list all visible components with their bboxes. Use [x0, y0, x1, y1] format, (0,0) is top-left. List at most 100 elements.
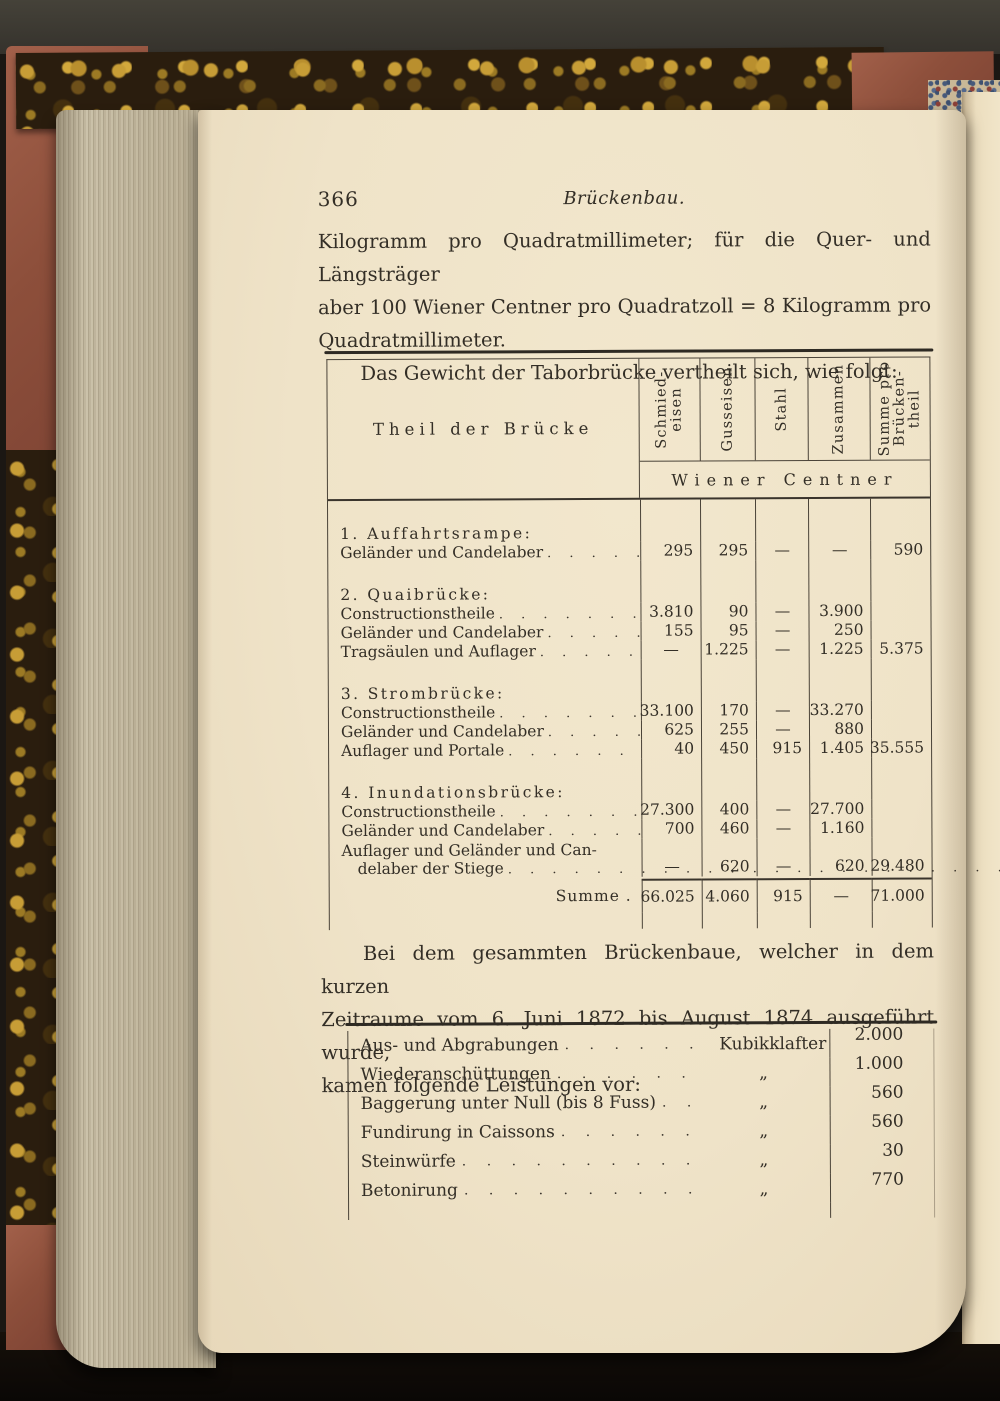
paragraph-line: Kilogramm pro Quadratmillimeter; für die… [317, 227, 931, 287]
dot-leader: . . . . . . . . . . . . . . . . . . . . … [508, 743, 641, 760]
row-label: Tragsäulen und Auflager [340, 642, 536, 662]
value-cell [755, 659, 809, 702]
works-value: 560 [871, 1082, 904, 1103]
value-cell: 250 [808, 620, 871, 641]
group-title: 4. Inundationsbrücke: [341, 783, 565, 803]
dot-leader: . . . . . . . . . . . . . . . . . . . . … [498, 606, 641, 623]
table-row: Auflager und Geländer und Can-delaber de… [329, 837, 1000, 878]
dot-leader: . . . . . . . . . . . . . . . . . . . . … [661, 1093, 698, 1111]
value-cell: 1.225 [808, 639, 871, 660]
table-row: Geländer und Candelaber. . . . . . . . .… [329, 620, 931, 642]
value-cell [639, 499, 701, 542]
rotated-label-line: Brücken- [891, 370, 908, 447]
value-cell: — [756, 838, 810, 877]
value-cell: 295 [700, 541, 756, 561]
works-label: Fundirung in Caissons [360, 1121, 555, 1143]
dot-leader: . . . . . . . . . . . . . . . . . . . . … [539, 644, 641, 661]
works-left: Wiederanschüttungen . . . . . . . . . . .… [348, 1058, 829, 1089]
group-title-cell: 4. Inundationsbrücke: [329, 759, 641, 802]
value-cell: 170 [700, 701, 756, 721]
value-cell: 295 [640, 541, 701, 561]
value-cell: 450 [701, 739, 757, 759]
label-wrap: Geländer und Candelaber. . . . . . . . .… [341, 821, 641, 840]
row-label: Geländer und Candelaber [340, 722, 544, 742]
row-label-cell: Constructionstheile. . . . . . . . . . .… [329, 702, 641, 722]
works-row: Aus- und Abgrabungen . . . . . . . . . . … [348, 1024, 934, 1060]
weight-table: Theil der Brücke Schmied-eisen Gusseisen S… [326, 356, 1000, 931]
value-cell [640, 560, 701, 603]
table-row: Geländer und Candelaber. . . . . . . . .… [329, 719, 932, 741]
row-label: Auflager und Portale [341, 741, 505, 761]
label-wrap: Constructionstheile. . . . . . . . . . .… [340, 604, 640, 623]
works-row: Wiederanschüttungen . . . . . . . . . . .… [348, 1053, 934, 1089]
group-title-cell: 1. Auffahrtsrampe: [328, 500, 640, 543]
row-label: Constructionstheile [340, 703, 496, 723]
weight-table-body: 1. Auffahrtsrampe: Geländer und Candelabe… [328, 498, 1000, 930]
value-cell [701, 912, 757, 929]
value-cell: — [755, 701, 809, 721]
column-header: Summe pro Brücken-theil [869, 357, 930, 460]
value-cell: — [641, 838, 702, 877]
rotated-label-line: theil [906, 388, 923, 429]
weight-table-block: Theil der Brücke Schmied-eisen Gusseisen S… [324, 348, 1000, 931]
value-cell [755, 560, 809, 603]
value-cell: — [755, 640, 809, 660]
value-cell [870, 559, 931, 602]
group-title-row: 1. Auffahrtsrampe: [328, 498, 931, 543]
rotated-label-line: Schmied- [653, 370, 670, 449]
value-cell [807, 498, 871, 542]
total-label: Summe . [555, 886, 632, 906]
value-cell [870, 658, 931, 701]
value-cell: 155 [640, 621, 701, 641]
rotated-label: Gusseisen [719, 367, 735, 452]
value-cell [808, 658, 871, 702]
label-wrap: Tragsäulen und Auflager. . . . . . . . .… [341, 642, 641, 661]
rotated-label-line: Zusammen [830, 363, 847, 455]
value-cell: 255 [700, 720, 757, 740]
value-cell: 29.480 [870, 837, 932, 876]
value-cell [871, 911, 932, 928]
value-cell: — [756, 800, 810, 820]
works-left: Aus- und Abgrabungen . . . . . . . . . . … [348, 1029, 829, 1060]
works-row: Steinwürfe . . . . . . . . . . . . . . . … [349, 1140, 934, 1176]
table-row: Geländer und Candelaber. . . . . . . . .… [329, 818, 932, 840]
row-label: Geländer und Candelaber [341, 821, 545, 841]
works-value: 1.000 [854, 1053, 904, 1074]
row-label-cell: Auflager und Portale. . . . . . . . . . … [329, 740, 641, 760]
works-left [349, 1203, 830, 1220]
value-cell [869, 498, 931, 541]
value-cell: — [755, 720, 810, 740]
works-label: Steinwürfe [360, 1151, 456, 1172]
value-cell [641, 912, 702, 929]
works-table-block: Aus- und Abgrabungen . . . . . . . . . . … [345, 1020, 938, 1221]
works-row: Betonirung . . . . . . . . . . . . . . . … [349, 1169, 935, 1205]
rotated-label-line: eisen [668, 387, 685, 432]
works-unit: „ [759, 1091, 769, 1112]
works-value: 30 [882, 1140, 904, 1161]
value-cell: 1.405 [809, 738, 872, 759]
value-cell: 90 [700, 602, 756, 622]
row-label-cell: Auflager und Geländer und Can-delaber de… [329, 839, 1000, 878]
label-wrap: Geländer und Candelaber. . . . . . . . .… [341, 722, 641, 741]
dot-leader: . . . . . . . . . . . . . . . . . . . . … [548, 823, 642, 840]
group-title-row: 2. Quaibrücke: [328, 559, 931, 604]
group-title-cell: 3. Strombrücke: [329, 660, 641, 703]
column-header: Gusseisen [699, 358, 755, 461]
works-tail-row [349, 1202, 935, 1220]
dot-leader: . . . . . . . . . . . . . . . . . . . . … [547, 545, 641, 562]
value-cell: 95 [700, 621, 756, 641]
value-cell: — [808, 540, 871, 561]
works-unit: „ [759, 1062, 768, 1083]
value-cell: — [755, 541, 809, 561]
dot-leader: . . . . . . . . . . . . . . . . . . . . … [547, 625, 641, 642]
column-header: Schmied-eisen [639, 358, 699, 460]
value-cell [640, 659, 701, 702]
value-cell: 33.270 [808, 700, 871, 721]
value-cell [870, 700, 931, 720]
column-header-area: Schmied-eisen Gusseisen Stahl Zusammen Summe… [638, 357, 930, 498]
row-label-cell: Geländer und Candelaber. . . . . . . . .… [328, 542, 640, 562]
value-cell: 400 [701, 800, 757, 820]
works-value: 2.000 [854, 1024, 904, 1045]
row-label-cell: Geländer und Candelaber. . . . . . . . .… [329, 721, 641, 741]
